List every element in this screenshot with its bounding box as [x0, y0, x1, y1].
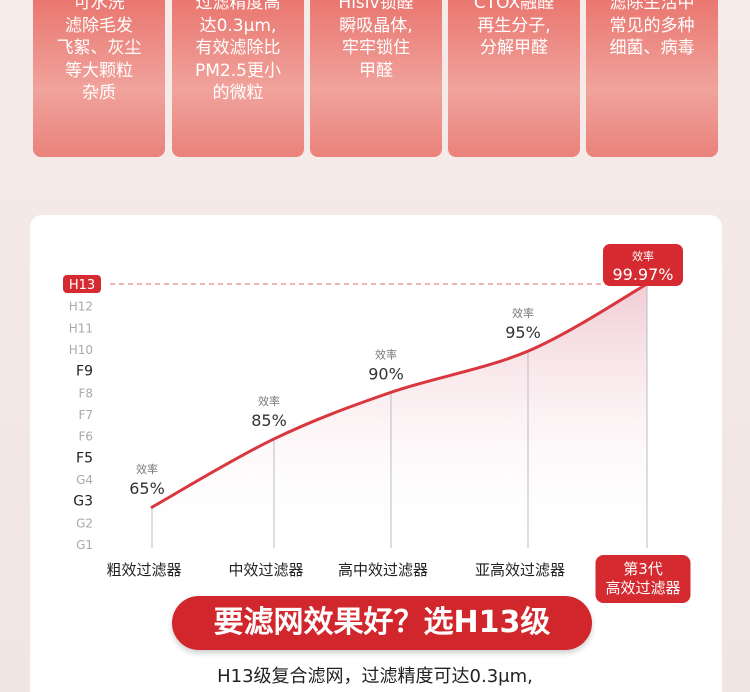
y-tick-label: G3 — [73, 494, 93, 510]
feature-card: CTOX融醛 再生分子, 分解甲醛 — [448, 0, 580, 157]
y-tick-label: H10 — [69, 343, 93, 357]
efficiency-badge — [603, 244, 683, 286]
y-tick-label: H13 — [69, 278, 95, 293]
efficiency-caption: 效率 — [512, 306, 534, 320]
y-tick-label: G4 — [76, 473, 93, 487]
x-tick-label: 粗效过滤器 — [106, 561, 182, 579]
y-tick-label: F5 — [76, 450, 93, 466]
area — [152, 284, 647, 548]
x-tick-label: 第3代 高效过滤器 — [595, 555, 691, 603]
y-tick-label: G1 — [76, 538, 93, 552]
feature-card: 过滤精度高 达0.3μm, 有效滤除比 PM2.5更小 的微粒 — [172, 0, 304, 157]
y-tick-label: F7 — [78, 408, 93, 422]
efficiency-label: 90% — [368, 364, 404, 383]
y-tick-label: F6 — [78, 430, 93, 444]
y-tick-label: H11 — [69, 321, 93, 335]
y-tick-label: G2 — [76, 516, 93, 530]
efficiency-caption: 效率 — [375, 347, 397, 361]
banner: 要滤网效果好？选H13级 — [172, 596, 592, 650]
feature-card: 可水洗 滤除毛发 飞絮、灰尘 等大颗粒 杂质 — [33, 0, 165, 157]
efficiency-label: 85% — [251, 411, 287, 430]
efficiency-label: 95% — [505, 323, 541, 342]
efficiency-label: 65% — [129, 479, 165, 498]
line — [150, 282, 649, 509]
efficiency-caption: 效率 — [258, 394, 280, 408]
feature-card: 滤除生活中 常见的多种 细菌、病毒 — [586, 0, 718, 157]
x-tick-label: 中效过滤器 — [228, 561, 304, 579]
footer-text: H13级复合滤网，过滤精度可达0.3μm, — [217, 666, 533, 687]
feature-card: Hisiv锁醛 瞬吸晶体, 牢牢锁住 甲醛 — [310, 0, 442, 157]
x-tick-label: 亚高效过滤器 — [474, 561, 566, 579]
efficiency-caption: 效率 — [632, 249, 654, 263]
y-tick-label: F9 — [76, 364, 93, 380]
y-tick-highlight — [63, 275, 101, 293]
y-tick-label: F8 — [78, 386, 93, 400]
x-tick-label: 高中效过滤器 — [337, 561, 429, 579]
y-tick-label: H12 — [69, 300, 93, 314]
efficiency-label: 99.97% — [612, 265, 673, 284]
efficiency-caption: 效率 — [136, 462, 158, 476]
